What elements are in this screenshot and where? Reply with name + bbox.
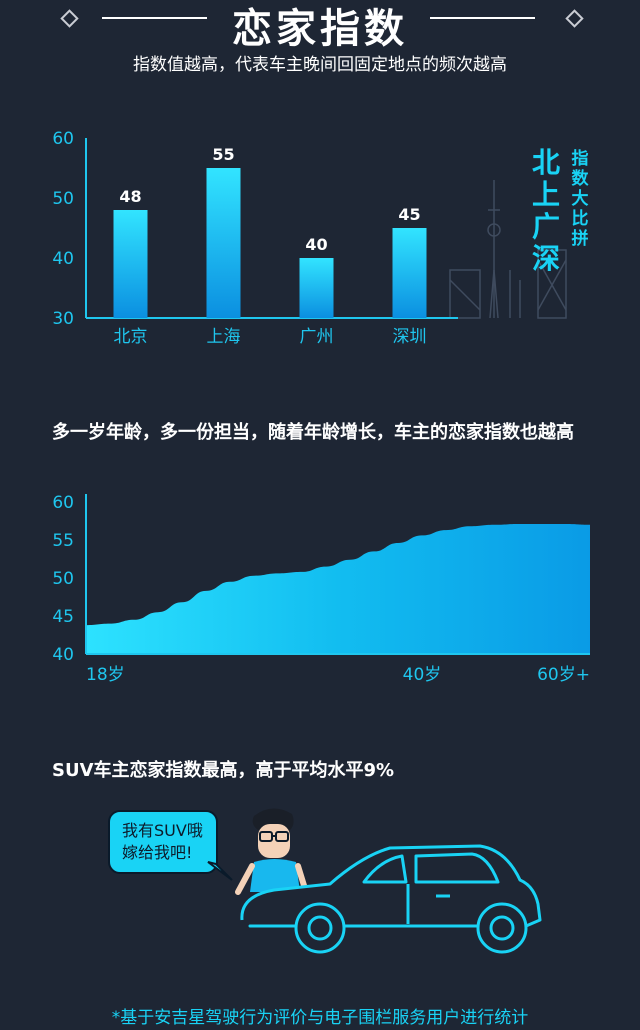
speech-bubble: 我有SUV哦 嫁给我吧!: [108, 810, 218, 874]
age-area-ticks: 40 45 50 55 60 18岁 40岁 60岁+: [52, 493, 590, 685]
speech-bubble-tail-icon: [207, 861, 233, 881]
area-y-tick-label: 55: [52, 531, 74, 551]
bar-深圳: [392, 228, 427, 318]
city-panel-small-char: 大: [572, 188, 589, 209]
bar-广州: [299, 258, 334, 318]
bar-上海: [206, 168, 241, 318]
age-area-axes: [85, 494, 590, 655]
area-x-tick-label: 60岁+: [537, 665, 590, 685]
footnote: *基于安吉星驾驶行为评价与电子围栏服务用户进行统计: [111, 1008, 529, 1028]
city-panel-small-char: 拼: [572, 228, 589, 249]
page-title: 恋家指数: [232, 6, 408, 52]
age-area-fill: [86, 524, 590, 654]
bar-chart-bars: 48 55 40 45: [113, 145, 427, 318]
suv-section-heading: SUV车主恋家指数最高，高于平均水平9%: [52, 760, 395, 781]
area-y-tick-label: 50: [52, 569, 74, 589]
city-panel-big-char: 深: [532, 242, 560, 275]
bar-x-tick-label: 北京: [114, 327, 148, 347]
area-x-tick-label: 40岁: [403, 665, 442, 685]
bar-chart-ticks: 30 40 50 60 北京 上海 广州 深圳: [52, 129, 426, 347]
bar-y-tick-label: 60: [52, 129, 74, 149]
city-panel-big-char: 广: [532, 210, 560, 243]
area-x-tick-label: 18岁: [86, 665, 125, 685]
page-subtitle: 指数值越高，代表车主晚间回固定地点的频次越高: [133, 55, 507, 75]
decor-diamond-left-icon: [60, 9, 79, 28]
bar-data-label: 40: [305, 235, 327, 254]
area-y-tick-label: 40: [52, 645, 74, 665]
bar-x-tick-label: 深圳: [393, 327, 427, 347]
city-panel-small-char: 比: [572, 208, 589, 229]
city-skyline-illustration: [449, 180, 567, 319]
age-area-chart: 40 45 50 55 60 18岁 40岁 60岁+: [52, 493, 590, 685]
bar-北京: [113, 210, 148, 318]
header-divider-left: [102, 17, 207, 19]
bar-data-label: 45: [398, 205, 420, 224]
man-figure: [235, 808, 309, 895]
city-panel-small-char: 数: [572, 168, 590, 189]
speech-bubble-line2: 嫁给我吧!: [122, 843, 193, 862]
city-bar-chart: 48 55 40 45 30 40 50 60 北京 上海 广州 深圳: [52, 129, 567, 347]
bar-x-tick-label: 上海: [207, 327, 241, 347]
bar-y-tick-label: 30: [52, 309, 74, 329]
city-panel-big-char: 北: [532, 146, 560, 179]
bar-data-label: 55: [212, 145, 234, 164]
bar-data-label: 48: [119, 187, 141, 206]
area-y-tick-label: 45: [52, 607, 74, 627]
area-y-tick-label: 60: [52, 493, 74, 513]
header-divider-right: [430, 17, 535, 19]
city-panel-small-char: 指: [572, 148, 589, 169]
bar-x-tick-label: 广州: [300, 327, 334, 347]
speech-bubble-line1: 我有SUV哦: [122, 821, 203, 840]
suv-car-icon: [240, 844, 542, 954]
age-section-heading: 多一岁年龄，多一份担当，随着年龄增长，车主的恋家指数也越高: [52, 422, 574, 443]
bar-y-tick-label: 50: [52, 189, 74, 209]
age-area-series: [86, 524, 590, 654]
city-panel-big-char: 上: [532, 178, 560, 211]
suv-owner-illustration: [235, 808, 542, 954]
bar-y-tick-label: 40: [52, 249, 74, 269]
decor-diamond-right-icon: [565, 9, 584, 28]
